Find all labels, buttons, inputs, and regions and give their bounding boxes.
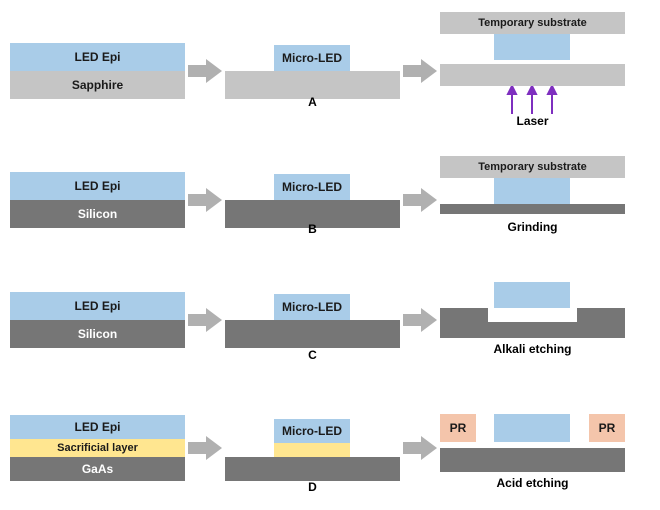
arrow-icon [400,59,440,83]
arrow-icon [400,436,440,460]
led-epi-layer: LED Epi [10,292,185,320]
led-epi-layer: LED Epi [10,43,185,71]
row-b-letter: B [225,222,400,236]
laser-arrows-icon [502,86,562,116]
etched-silicon-icon [440,308,625,338]
arrow-icon [400,308,440,332]
micro-led-block: Micro-LED [274,294,350,320]
sacrificial-layer: Sacrificial layer [10,439,185,457]
arrow-icon [185,188,225,212]
row-c-col3: Alkali etching [440,280,625,360]
row-c-col1: LED Epi Silicon [10,292,185,348]
sapphire-base [440,64,625,86]
micro-led-block: Micro-LED [274,45,350,71]
micro-led-block: Micro-LED [274,419,350,443]
row-b-col2: Micro-LED [225,172,400,228]
row-d-letter: D [225,480,400,494]
row-a-letter: A [225,95,400,109]
sapphire-layer: Sapphire [10,71,185,99]
alkali-label: Alkali etching [440,342,625,356]
gaas-base [225,457,400,481]
gaas-layer: GaAs [10,457,185,481]
micro-led-block [494,282,570,308]
row-c-col2: Micro-LED [225,292,400,348]
led-epi-layer: LED Epi [10,172,185,200]
pr-block-left: PR [440,414,476,442]
row-a-col1: LED Epi Sapphire [10,43,185,99]
led-epi-layer: LED Epi [10,415,185,439]
gaas-base [440,448,625,472]
micro-led-block [494,178,570,204]
temp-substrate: Temporary substrate [440,156,625,178]
arrow-icon [185,436,225,460]
row-d-col1: LED Epi Sacrificial layer GaAs [10,415,185,481]
silicon-thin [440,204,625,214]
grinding-label: Grinding [440,220,625,234]
pr-block-right: PR [589,414,625,442]
acid-label: Acid etching [440,476,625,490]
silicon-layer: Silicon [10,200,185,228]
silicon-layer: Silicon [10,320,185,348]
row-d-col2: Micro-LED [225,415,400,481]
row-b-col3: Temporary substrate Grinding [440,160,625,240]
silicon-base [225,320,400,348]
row-d-col3: PR PR Acid etching [440,408,625,488]
sacrificial-block [274,443,350,457]
row-a-col3: Temporary substrate Laser [440,18,625,123]
row-c-letter: C [225,348,400,362]
micro-led-block: Micro-LED [274,174,350,200]
arrow-icon [185,59,225,83]
micro-led-block [494,414,570,442]
temp-substrate: Temporary substrate [440,12,625,34]
row-a-col2: Micro-LED [225,43,400,99]
micro-led-block [494,34,570,60]
arrow-icon [185,308,225,332]
arrow-icon [400,188,440,212]
laser-label: Laser [440,114,625,128]
row-b-col1: LED Epi Silicon [10,172,185,228]
